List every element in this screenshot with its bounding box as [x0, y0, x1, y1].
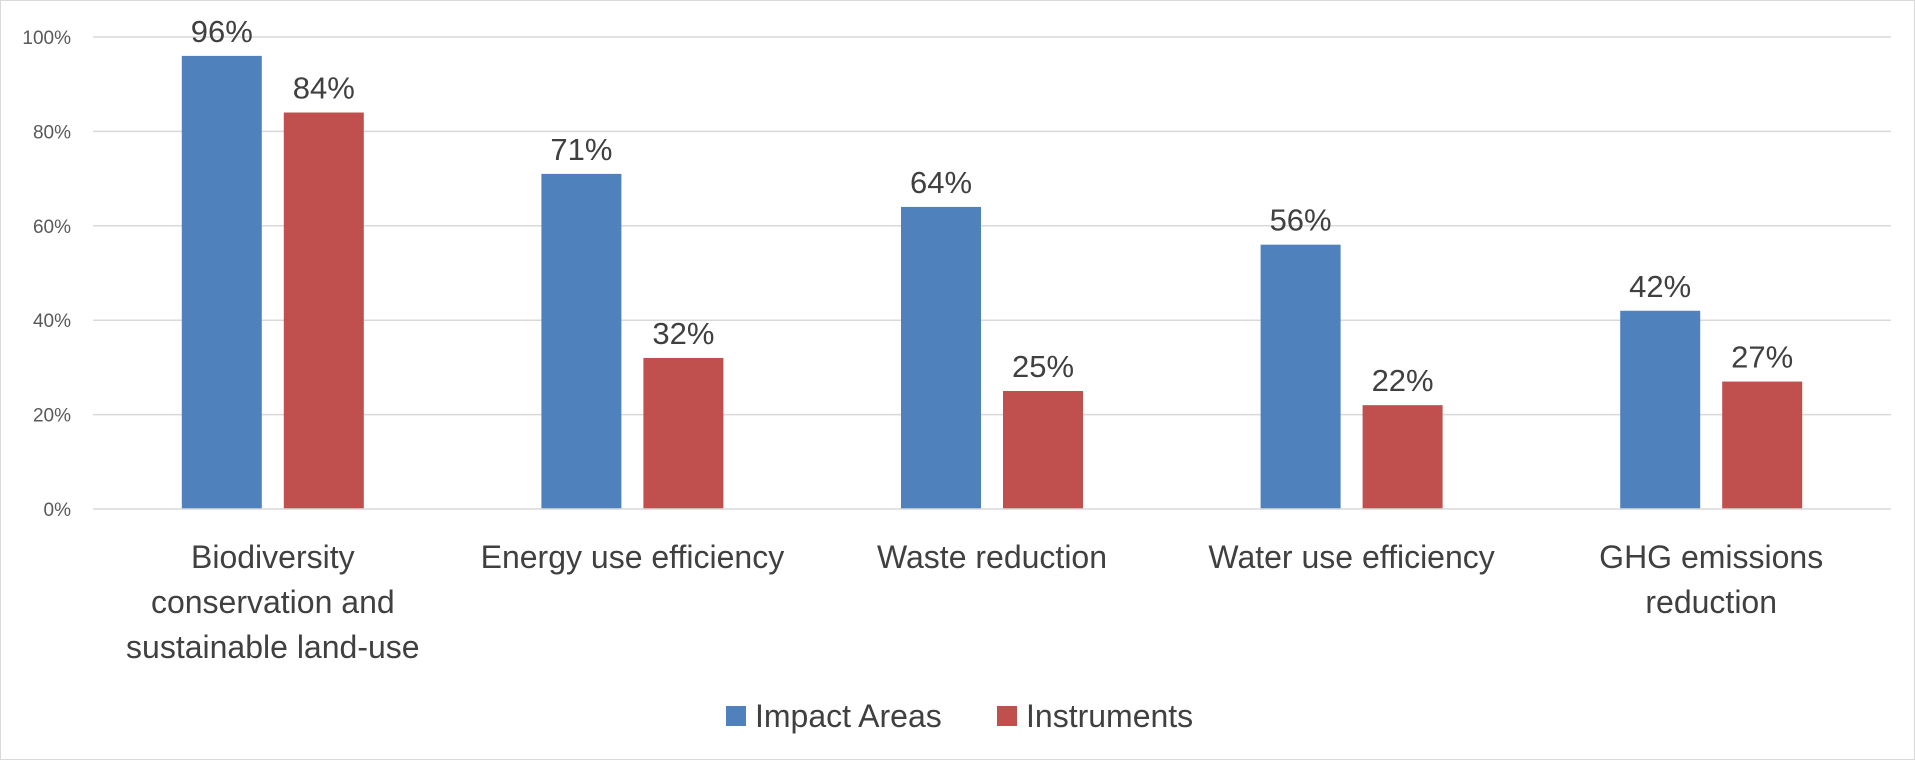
category-label: Energy use efficiency — [481, 539, 785, 575]
gridlines — [93, 36, 1891, 416]
y-tick-label: 100% — [22, 28, 71, 49]
category-labels: Biodiversity conservation and sustainable … — [126, 539, 1823, 665]
legend-label: Instruments — [1026, 698, 1193, 734]
legend-swatch — [726, 706, 746, 726]
category-label: conservation and — [151, 584, 395, 620]
data-label: 71% — [550, 132, 612, 167]
bar-impact-areas — [901, 206, 981, 510]
y-tick-label: 80% — [33, 122, 71, 143]
bar-instruments — [1362, 405, 1443, 509]
data-label: 84% — [293, 71, 355, 106]
bar-instruments — [1003, 391, 1083, 509]
data-label: 64% — [910, 165, 972, 200]
data-label: 96% — [191, 14, 253, 49]
y-tick-label: 0% — [44, 500, 72, 521]
bar-impact-areas — [181, 55, 262, 509]
data-label: 25% — [1012, 349, 1074, 384]
bar-instruments — [1722, 381, 1803, 509]
category-label: sustainable land-use — [126, 629, 420, 665]
category-label: GHG emissions — [1599, 539, 1823, 575]
data-label: 56% — [1270, 203, 1332, 238]
bars — [181, 55, 1803, 510]
bar-instruments — [643, 357, 724, 509]
y-tick-label: 40% — [33, 311, 71, 332]
data-label: 42% — [1629, 269, 1691, 304]
data-label: 32% — [652, 316, 714, 351]
legend: Impact Areas Instruments — [726, 698, 1193, 734]
bar-instruments — [283, 112, 364, 510]
bar-impact-areas — [1620, 310, 1701, 509]
category-label: Waste reduction — [877, 539, 1107, 575]
data-label: 27% — [1731, 340, 1793, 375]
legend-swatch — [997, 706, 1017, 726]
category-label: reduction — [1645, 584, 1777, 620]
category-label: Water use efficiency — [1208, 539, 1494, 575]
category-label: Biodiversity — [191, 539, 355, 575]
legend-label: Impact Areas — [755, 698, 942, 734]
bar-impact-areas — [541, 173, 622, 509]
bar-impact-areas — [1260, 244, 1341, 509]
y-tick-label: 60% — [33, 217, 71, 238]
data-labels: 96% 84% 71% 32% 64% 25% 56% 22% 42% 27% — [191, 14, 1793, 398]
y-tick-label: 20% — [33, 406, 71, 427]
y-axis-ticks: 0% 20% 40% 60% 80% 100% — [22, 28, 71, 521]
data-label: 22% — [1372, 363, 1434, 398]
